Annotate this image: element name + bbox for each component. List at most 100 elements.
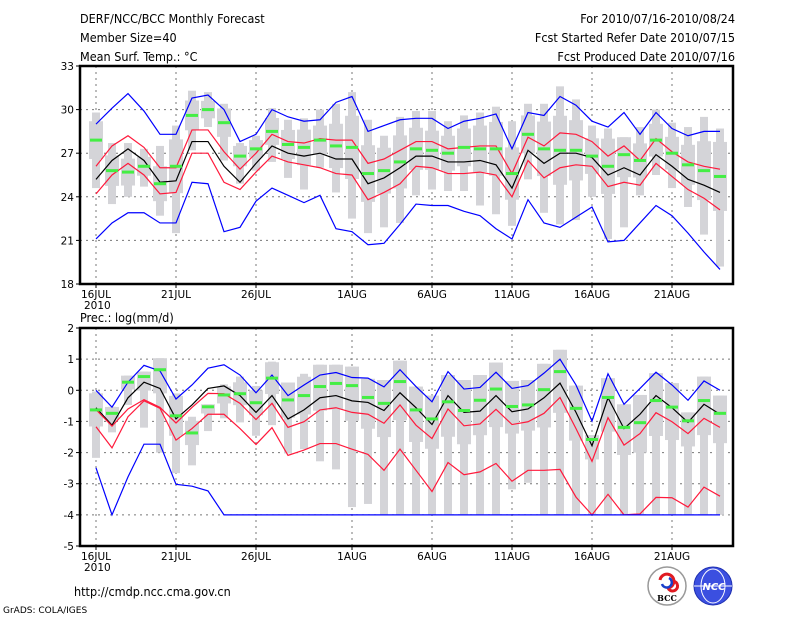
ensemble-box — [345, 366, 359, 421]
ensemble-mean-line — [95, 140, 721, 193]
median-marker — [506, 404, 518, 408]
ensemble-box — [665, 383, 679, 441]
median-marker — [234, 392, 246, 396]
x-tick-label: 21AUG — [654, 289, 690, 301]
ensemble-range-bar — [444, 375, 452, 515]
ensemble-box — [329, 364, 343, 410]
ensemble-range-bar — [492, 362, 500, 515]
median-marker — [570, 406, 582, 410]
median-marker — [698, 399, 710, 403]
y-tick-label: -1 — [64, 416, 74, 428]
median-marker — [570, 148, 582, 152]
median-marker — [122, 380, 134, 384]
median-marker — [186, 113, 198, 117]
y-tick-label: 0 — [67, 385, 74, 397]
started-date: Fcst Started Refer Date 2010/07/15 — [535, 30, 735, 45]
median-marker — [714, 174, 726, 178]
median-marker — [218, 393, 230, 397]
median-marker — [298, 394, 310, 398]
ensemble-range-bar — [204, 404, 212, 432]
median-marker — [202, 405, 214, 409]
median-marker — [170, 414, 182, 418]
median-marker — [666, 151, 678, 155]
median-marker — [266, 129, 278, 133]
median-marker — [330, 144, 342, 148]
median-marker — [378, 401, 390, 405]
ensemble-range-bar — [124, 375, 132, 405]
y-tick-label: 1 — [67, 354, 74, 366]
median-marker — [314, 385, 326, 389]
x-tick-label: 1AUG — [337, 289, 367, 301]
x-tick-label: 6AUG — [417, 289, 447, 301]
bcc-logo: BCC — [647, 566, 687, 606]
ensemble-box — [713, 395, 727, 444]
upper-extreme-line — [95, 92, 720, 151]
median-marker — [202, 108, 214, 112]
x-tick-label: 11AUG — [494, 551, 530, 563]
y-tick-label: 30 — [61, 105, 74, 117]
median-marker — [618, 425, 630, 429]
upper-spread-line — [95, 129, 721, 175]
median-marker — [154, 182, 166, 186]
median-marker — [186, 431, 198, 435]
median-marker — [250, 147, 262, 151]
y-tick-label: -4 — [64, 510, 75, 522]
median-marker — [90, 138, 102, 142]
lower-extreme-line — [95, 181, 721, 270]
median-marker — [218, 121, 230, 125]
median-marker — [394, 160, 406, 164]
lower-spread-line — [95, 400, 721, 516]
median-marker — [138, 375, 150, 379]
ensemble-range-bar — [460, 380, 468, 515]
median-marker — [330, 381, 342, 385]
svg-text:BCC: BCC — [657, 593, 677, 603]
median-marker — [490, 147, 502, 151]
plot-frame — [78, 326, 735, 548]
median-marker — [538, 388, 550, 392]
median-marker — [138, 164, 150, 168]
ensemble-box — [649, 373, 663, 436]
median-marker — [586, 154, 598, 158]
median-marker — [282, 142, 294, 146]
y-tick-label: -2 — [64, 448, 74, 460]
median-marker — [394, 380, 406, 384]
median-marker — [522, 132, 534, 136]
figure-title: DERF/NCC/BCC Monthly Forecast — [80, 11, 265, 26]
median-marker — [458, 145, 470, 149]
x-tick-label: 6AUG — [417, 551, 447, 563]
median-marker — [426, 148, 438, 152]
ensemble-range-bar — [652, 373, 660, 515]
median-marker — [362, 172, 374, 176]
year-label: 2010 — [84, 300, 111, 312]
median-marker — [554, 148, 566, 152]
median-marker — [346, 145, 358, 149]
ensemble-box — [441, 375, 455, 437]
ensemble-box — [617, 137, 631, 178]
median-marker — [458, 409, 470, 413]
svg-text:NCC: NCC — [702, 582, 726, 593]
median-marker — [90, 408, 102, 412]
year-label: 2010 — [84, 562, 111, 574]
x-tick-label: 21JUL — [161, 289, 191, 301]
ensemble-range-bar — [364, 378, 372, 504]
ensemble-box — [409, 386, 423, 442]
ensemble-range-bar — [508, 380, 516, 490]
median-marker — [122, 170, 134, 174]
x-tick-label: 1AUG — [337, 551, 367, 563]
median-marker — [106, 411, 118, 415]
temperature-panel: 18 21 24 27 30 33 16JUL 21JUL 26JUL 1AUG 6AUG 11AUG… — [61, 61, 735, 312]
median-marker — [490, 387, 502, 391]
source-url[interactable]: http://cmdp.ncc.cma.gov.cn — [74, 584, 231, 599]
upper-extreme-line — [95, 358, 721, 423]
panel2-title: Prec.: log(mm/d) — [80, 310, 174, 325]
x-tick-label: 16AUG — [574, 551, 610, 563]
y-tick-label: 33 — [61, 61, 74, 73]
x-tick-label: 21JUL — [161, 551, 191, 563]
median-marker — [410, 147, 422, 151]
ensemble-box — [153, 358, 167, 394]
lower-extreme-line — [95, 443, 720, 517]
ensemble-range-bar — [668, 383, 676, 515]
median-marker — [522, 403, 534, 407]
upper-spread-line — [95, 392, 721, 463]
x-tick-label: 11AUG — [494, 289, 530, 301]
